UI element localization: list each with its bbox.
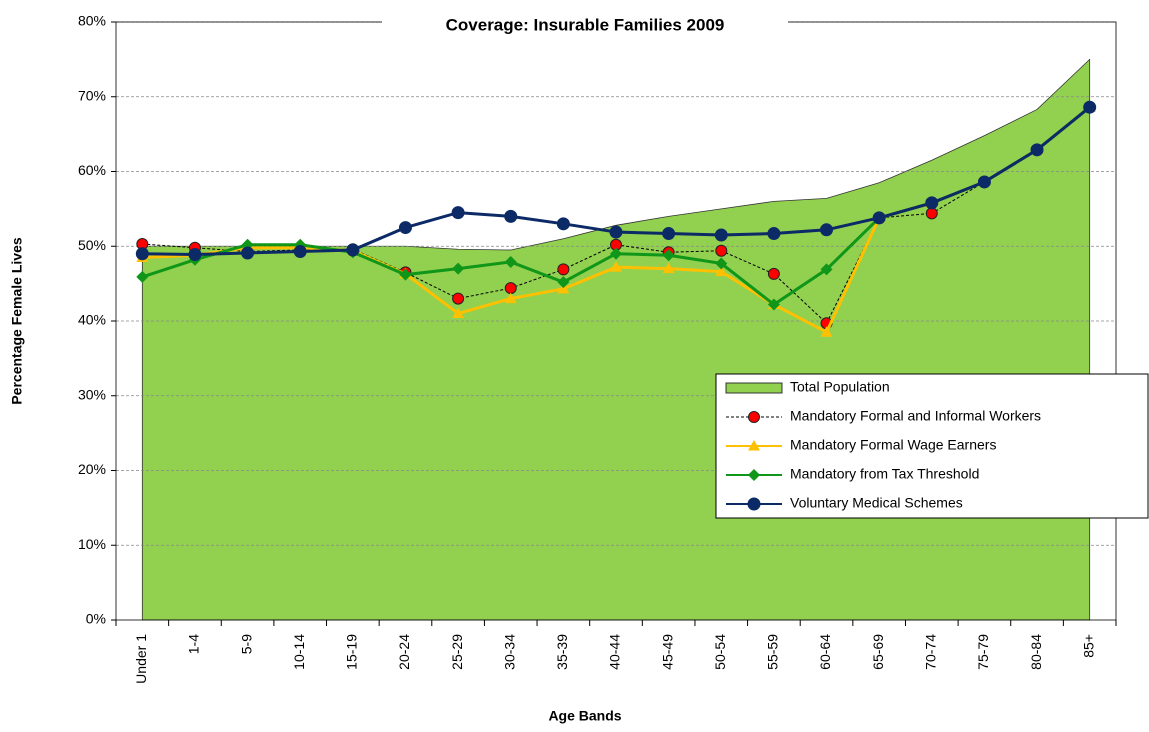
point [1083,100,1097,114]
x-tick-label: 15-19 [344,634,360,670]
x-tick-label: 80-84 [1028,634,1044,670]
x-tick-label: 60-64 [817,634,833,670]
point [925,207,938,220]
x-tick-label: 5-9 [238,634,254,654]
point [820,263,833,276]
point [346,243,360,257]
point [399,268,412,281]
legend-label: Voluntary Medical Schemes [790,495,963,511]
x-tick-label: 1-4 [186,634,202,654]
x-axis-label: Age Bands [548,708,621,724]
point [820,223,834,237]
point [715,257,728,270]
point [715,265,728,277]
x-tick-label: 55-59 [765,634,781,670]
point [872,211,886,225]
plot-area: 0% 10% 20% 30% 40% 50% 60% 70% 80% Under 1 1-4 5-9 1… [78,13,1117,684]
point [557,263,570,276]
point [820,326,833,337]
point [504,209,518,223]
y-tick-label: 50% [78,237,106,253]
x-tick-label: 25-29 [449,634,465,670]
title-background [382,12,788,40]
y-tick-label: 40% [78,312,106,328]
y-tick-label: 0% [86,611,106,627]
legend-box [715,373,1149,519]
point [452,262,465,275]
point [452,292,465,305]
point [767,298,780,311]
point [662,262,675,274]
y-tick-label: 10% [78,536,106,552]
legend-marker [748,440,760,451]
legend-label: Total Population [790,379,890,395]
x-tick-label: 10-14 [291,634,307,670]
point [556,217,570,231]
x-tick-label: 45-49 [659,634,675,670]
point [136,270,149,283]
point [504,255,517,268]
legend-marker [748,411,760,423]
point [977,175,991,189]
point [715,244,728,257]
point [767,267,780,280]
chart-title: Coverage: Insurable Families 2009 [446,15,725,34]
x-tick-label: 85+ [1080,634,1096,658]
x-tick-label: Under 1 [133,634,149,684]
area [141,58,1091,621]
point [398,221,412,235]
y-tick-label: 70% [78,87,106,103]
point [610,261,622,272]
point [504,282,517,295]
point [451,206,465,220]
legend-label: Mandatory Formal and Informal Workers [790,408,1041,424]
point [662,227,676,241]
legend-swatch [725,382,783,394]
x-tick-label: 75-79 [975,634,991,670]
point [714,228,728,242]
x-tick-label: 65-69 [870,634,886,670]
x-tick-label: 70-74 [922,634,938,670]
y-tick-label: 80% [78,13,106,29]
point [610,247,622,260]
point [609,225,623,239]
y-tick-label: 20% [78,461,106,477]
point [662,249,675,262]
point [925,196,939,210]
legend-label: Mandatory Formal Wage Earners [790,437,996,453]
x-tick-label: 20-24 [396,634,412,670]
legend-marker [747,497,761,511]
point [293,244,307,258]
y-axis-label: Percentage Female Lives [9,237,25,405]
point [504,292,517,304]
y-tick-label: 60% [78,162,106,178]
y-tick-label: 30% [78,386,106,402]
point [1030,143,1044,157]
x-tick-label: 35-39 [554,634,570,670]
x-tick-label: 30-34 [501,634,517,670]
point [557,276,570,289]
legend-label: Mandatory from Tax Threshold [790,466,979,482]
point [188,247,202,261]
point [452,307,465,319]
point [767,227,781,241]
point [135,247,149,261]
x-tick-label: 40-44 [607,634,623,670]
x-tick-label: 50-54 [712,634,728,670]
point [241,246,255,260]
legend-marker [748,469,760,481]
